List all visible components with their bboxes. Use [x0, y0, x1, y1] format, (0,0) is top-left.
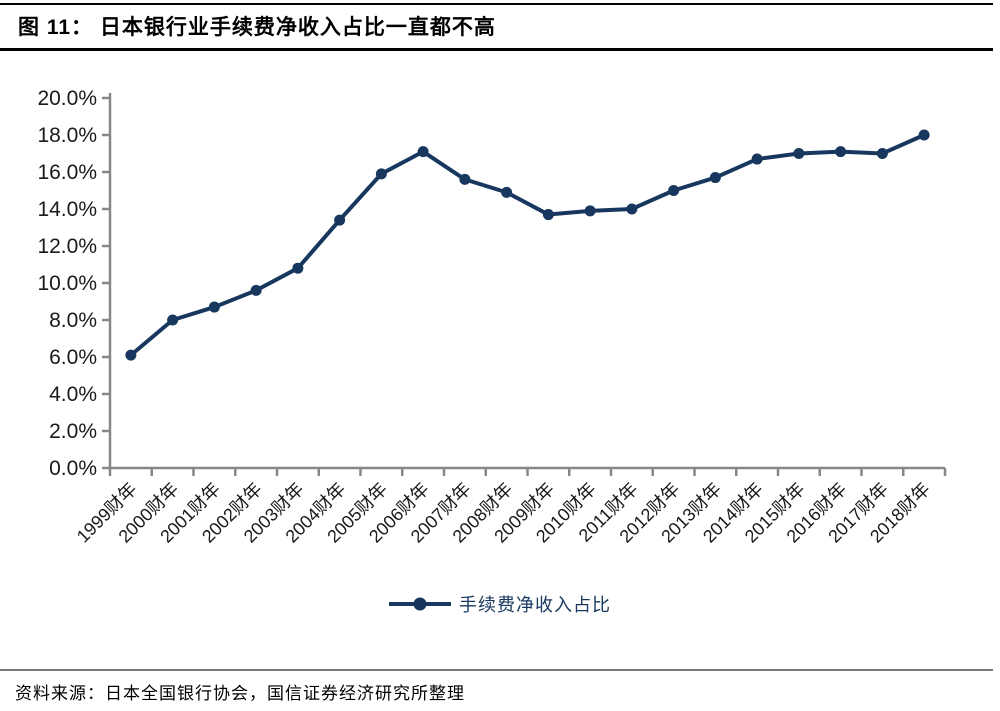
y-tick-label: 4.0%	[49, 383, 97, 406]
data-point	[751, 153, 763, 165]
data-point	[334, 214, 346, 226]
legend-line-marker-icon	[389, 597, 451, 611]
data-point	[668, 185, 680, 196]
line-chart: 0.0% 2.0% 4.0% 6.0% 8.0% 10.0% 12.0% 14.0% 16.0%…	[37, 87, 947, 547]
data-point	[125, 349, 137, 361]
legend: 手续费净收入占比	[0, 591, 1000, 617]
legend-dot-icon	[413, 597, 427, 611]
data-point	[542, 209, 554, 221]
y-tick-label: 6.0%	[49, 346, 97, 369]
data-point	[876, 148, 888, 159]
y-tick-label: 12.0%	[37, 235, 97, 258]
y-tick-label: 10.0%	[37, 272, 97, 295]
data-point	[918, 129, 930, 141]
y-tick-label: 2.0%	[49, 420, 97, 443]
y-tick-label: 0.0%	[49, 457, 97, 480]
data-point	[375, 168, 387, 180]
figure-title: 图 11： 日本银行业手续费净收入占比一直都不高	[18, 16, 496, 39]
data-point	[584, 205, 596, 217]
data-point	[501, 186, 513, 198]
legend-label: 手续费净收入占比	[459, 595, 611, 615]
data-point	[626, 203, 638, 215]
data-point	[292, 262, 304, 274]
series-line	[128, 133, 927, 358]
data-point	[709, 172, 721, 184]
source-rule	[0, 669, 993, 671]
data-point	[208, 301, 220, 313]
data-point	[459, 173, 471, 185]
title-bottom-rule	[0, 48, 993, 51]
data-point	[835, 146, 847, 158]
y-tick-label: 18.0%	[37, 124, 97, 147]
data-point	[250, 284, 262, 296]
data-point	[167, 314, 179, 326]
y-tick-label: 14.0%	[37, 198, 97, 221]
y-tick-label: 16.0%	[37, 161, 97, 184]
y-tick-label: 20.0%	[37, 87, 97, 110]
data-point	[793, 148, 805, 159]
y-tick-label: 8.0%	[49, 309, 97, 332]
title-top-rule	[0, 3, 993, 5]
source-note: 资料来源：日本全国银行协会，国信证券经济研究所整理	[15, 684, 465, 703]
data-point	[417, 146, 429, 158]
